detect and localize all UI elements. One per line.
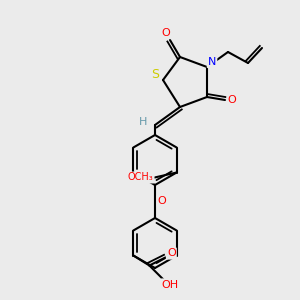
Text: O: O bbox=[158, 196, 166, 206]
Text: O: O bbox=[162, 28, 170, 38]
Text: O: O bbox=[167, 248, 176, 259]
Text: OH: OH bbox=[162, 280, 179, 290]
Text: OCH₃: OCH₃ bbox=[128, 172, 154, 182]
Text: N: N bbox=[208, 57, 216, 67]
Text: O: O bbox=[228, 95, 236, 105]
Text: H: H bbox=[139, 117, 147, 127]
Text: S: S bbox=[151, 68, 159, 82]
